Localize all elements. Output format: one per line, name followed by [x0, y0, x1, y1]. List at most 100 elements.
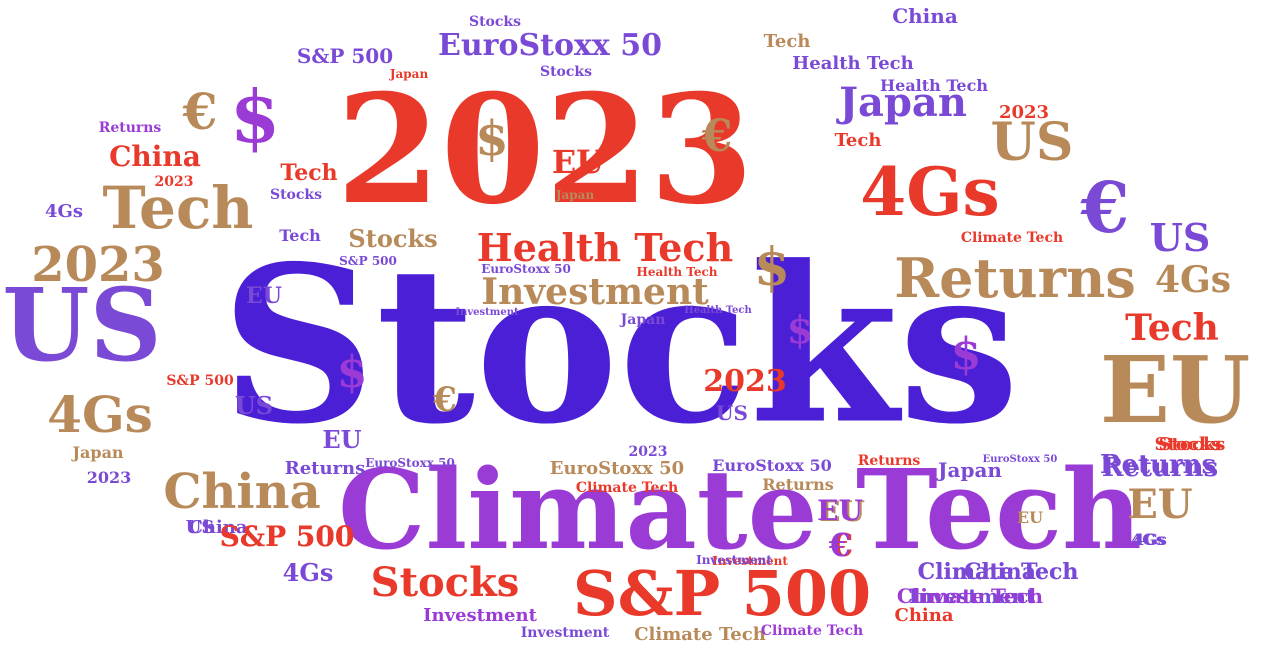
cloud-word-sandp-500: S&P 500: [166, 373, 234, 389]
cloud-word-health-tech: Health Tech: [636, 265, 718, 279]
cloud-word-4gs: 4Gs: [1131, 530, 1165, 549]
cloud-word-euro: €: [828, 526, 852, 564]
cloud-word-2023: 2023: [86, 468, 132, 487]
cloud-word-euro: €: [1080, 166, 1130, 249]
cloud-word-eurostoxx-50: EuroStoxx 50: [481, 262, 571, 276]
cloud-word-2023: 2023: [336, 62, 754, 238]
cloud-word-2023: 2023: [31, 237, 165, 293]
cloud-word-2023: 2023: [628, 444, 668, 460]
cloud-word-stocks: Stocks: [370, 559, 520, 606]
cloud-word-climate-tech: Climate Tech: [960, 230, 1064, 246]
cloud-word-2023: 2023: [998, 102, 1050, 123]
cloud-word-china: China: [963, 559, 1037, 585]
cloud-word-eurostoxx-50: EuroStoxx 50: [982, 454, 1058, 465]
cloud-word-japan: Japan: [938, 458, 1002, 482]
cloud-word-tech: Tech: [1125, 307, 1219, 349]
cloud-word-japan: Japan: [389, 67, 429, 81]
cloud-word-us: US: [185, 517, 215, 538]
cloud-word-euro: €: [830, 526, 854, 564]
cloud-word-4gs: 4Gs: [282, 558, 334, 587]
cloud-word-2023: 2023: [154, 174, 194, 190]
cloud-word-investment: Investment: [423, 605, 537, 626]
cloud-word-china: China: [163, 464, 321, 520]
cloud-word-health-tech: Health Tech: [476, 225, 734, 270]
cloud-word-china: China: [894, 605, 954, 626]
cloud-word-climate-tech: Climate Tech: [917, 559, 1079, 585]
cloud-word-returns: Returns: [284, 458, 366, 479]
cloud-word-china: China: [188, 517, 248, 538]
cloud-word-eurostoxx-50: EuroStoxx 50: [438, 28, 662, 63]
cloud-word-us: US: [234, 391, 274, 420]
cloud-word-eu: EU: [1016, 508, 1044, 527]
cloud-word-euro: €: [701, 111, 733, 162]
cloud-word-us: US: [716, 401, 748, 425]
cloud-word-dollar: $: [229, 74, 281, 159]
cloud-word-4gs: 4Gs: [1154, 259, 1232, 301]
cloud-word-tech: Tech: [279, 226, 321, 245]
cloud-word-investment: Investment: [481, 271, 709, 313]
cloud-word-climate-tech: Climate Tech: [896, 584, 1044, 608]
cloud-word-us: US: [1149, 215, 1211, 260]
cloud-word-tech: Tech: [763, 31, 811, 52]
cloud-word-eu: EU: [246, 283, 282, 309]
cloud-word-eurostoxx-50: EuroStoxx 50: [549, 458, 685, 479]
cloud-word-dollar: $: [786, 307, 814, 352]
cloud-word-health-tech: Health Tech: [880, 76, 988, 95]
cloud-word-2023: 2023: [703, 364, 787, 399]
cloud-word-eu: EU: [551, 143, 605, 181]
cloud-word-climate-tech: Climate Tech: [917, 559, 1079, 585]
cloud-word-investment: Investment: [696, 553, 772, 567]
cloud-word-stocks: Stocks: [1158, 434, 1226, 455]
cloud-word-sandp-500: S&P 500: [219, 520, 355, 553]
cloud-word-japan: Japan: [839, 79, 967, 126]
cloud-word-climate-tech: Climate Tech: [634, 624, 766, 645]
cloud-word-returns: Returns: [1099, 450, 1217, 480]
cloud-word-tech: Tech: [102, 174, 254, 242]
cloud-word-health-tech: Health Tech: [684, 305, 752, 316]
cloud-word-stocks: Stocks: [348, 224, 438, 253]
cloud-word-climate-tech: Climate Tech: [337, 445, 1143, 574]
cloud-word-japan: Japan: [620, 312, 666, 328]
cloud-word-eu: EU: [322, 425, 362, 454]
cloud-word-4gs: 4Gs: [47, 385, 153, 444]
cloud-word-sandp-500: S&P 500: [339, 254, 397, 268]
cloud-word-stocks: Stocks: [468, 14, 522, 30]
cloud-word-sandp-500: S&P 500: [572, 557, 872, 630]
cloud-word-us: US: [2, 266, 162, 384]
cloud-word-euro: €: [433, 380, 457, 420]
cloud-word-health-tech: Health Tech: [792, 53, 914, 74]
cloud-word-investment: Investment: [908, 584, 1036, 608]
cloud-word-eu: EU: [819, 495, 865, 528]
cloud-word-eurostoxx-50: EuroStoxx 50: [365, 456, 455, 470]
cloud-word-dollar: $: [753, 237, 791, 298]
cloud-word-dollar: $: [475, 111, 509, 167]
cloud-word-4gs: 4Gs: [860, 153, 1000, 231]
cloud-word-japan: Japan: [555, 188, 595, 202]
cloud-word-dollar: $: [336, 347, 368, 398]
cloud-word-returns: Returns: [762, 475, 834, 494]
cloud-word-returns: Returns: [98, 120, 162, 136]
cloud-word-4gs: 4Gs: [1133, 530, 1167, 549]
cloud-word-returns: Returns: [894, 246, 1136, 310]
cloud-word-climate-tech: Climate Tech: [575, 480, 679, 496]
cloud-word-returns: Returns: [1101, 453, 1219, 483]
cloud-word-4gs: 4Gs: [44, 201, 84, 222]
cloud-word-eurostoxx-50: EuroStoxx 50: [712, 456, 832, 475]
cloud-word-euro: €: [182, 82, 218, 141]
cloud-word-stocks: Stocks: [220, 218, 1020, 472]
cloud-word-tech: Tech: [834, 130, 882, 151]
cloud-word-us: US: [990, 112, 1074, 173]
cloud-word-investment: Investment: [712, 554, 788, 568]
cloud-word-china: China: [892, 4, 958, 28]
cloud-word-investment: Investment: [455, 307, 519, 318]
cloud-word-sandp-500: S&P 500: [296, 44, 394, 68]
cloud-word-eu: EU: [1099, 336, 1251, 444]
cloud-word-japan: Japan: [72, 443, 124, 462]
cloud-word-stocks: Stocks: [1154, 434, 1222, 455]
cloud-word-sandp-500: S&P 500: [219, 520, 355, 553]
cloud-word-dollar: $: [950, 329, 982, 380]
cloud-word-investment: Investment: [520, 625, 610, 641]
cloud-word-eu: EU: [1127, 481, 1193, 528]
cloud-word-eu: EU: [817, 494, 863, 527]
